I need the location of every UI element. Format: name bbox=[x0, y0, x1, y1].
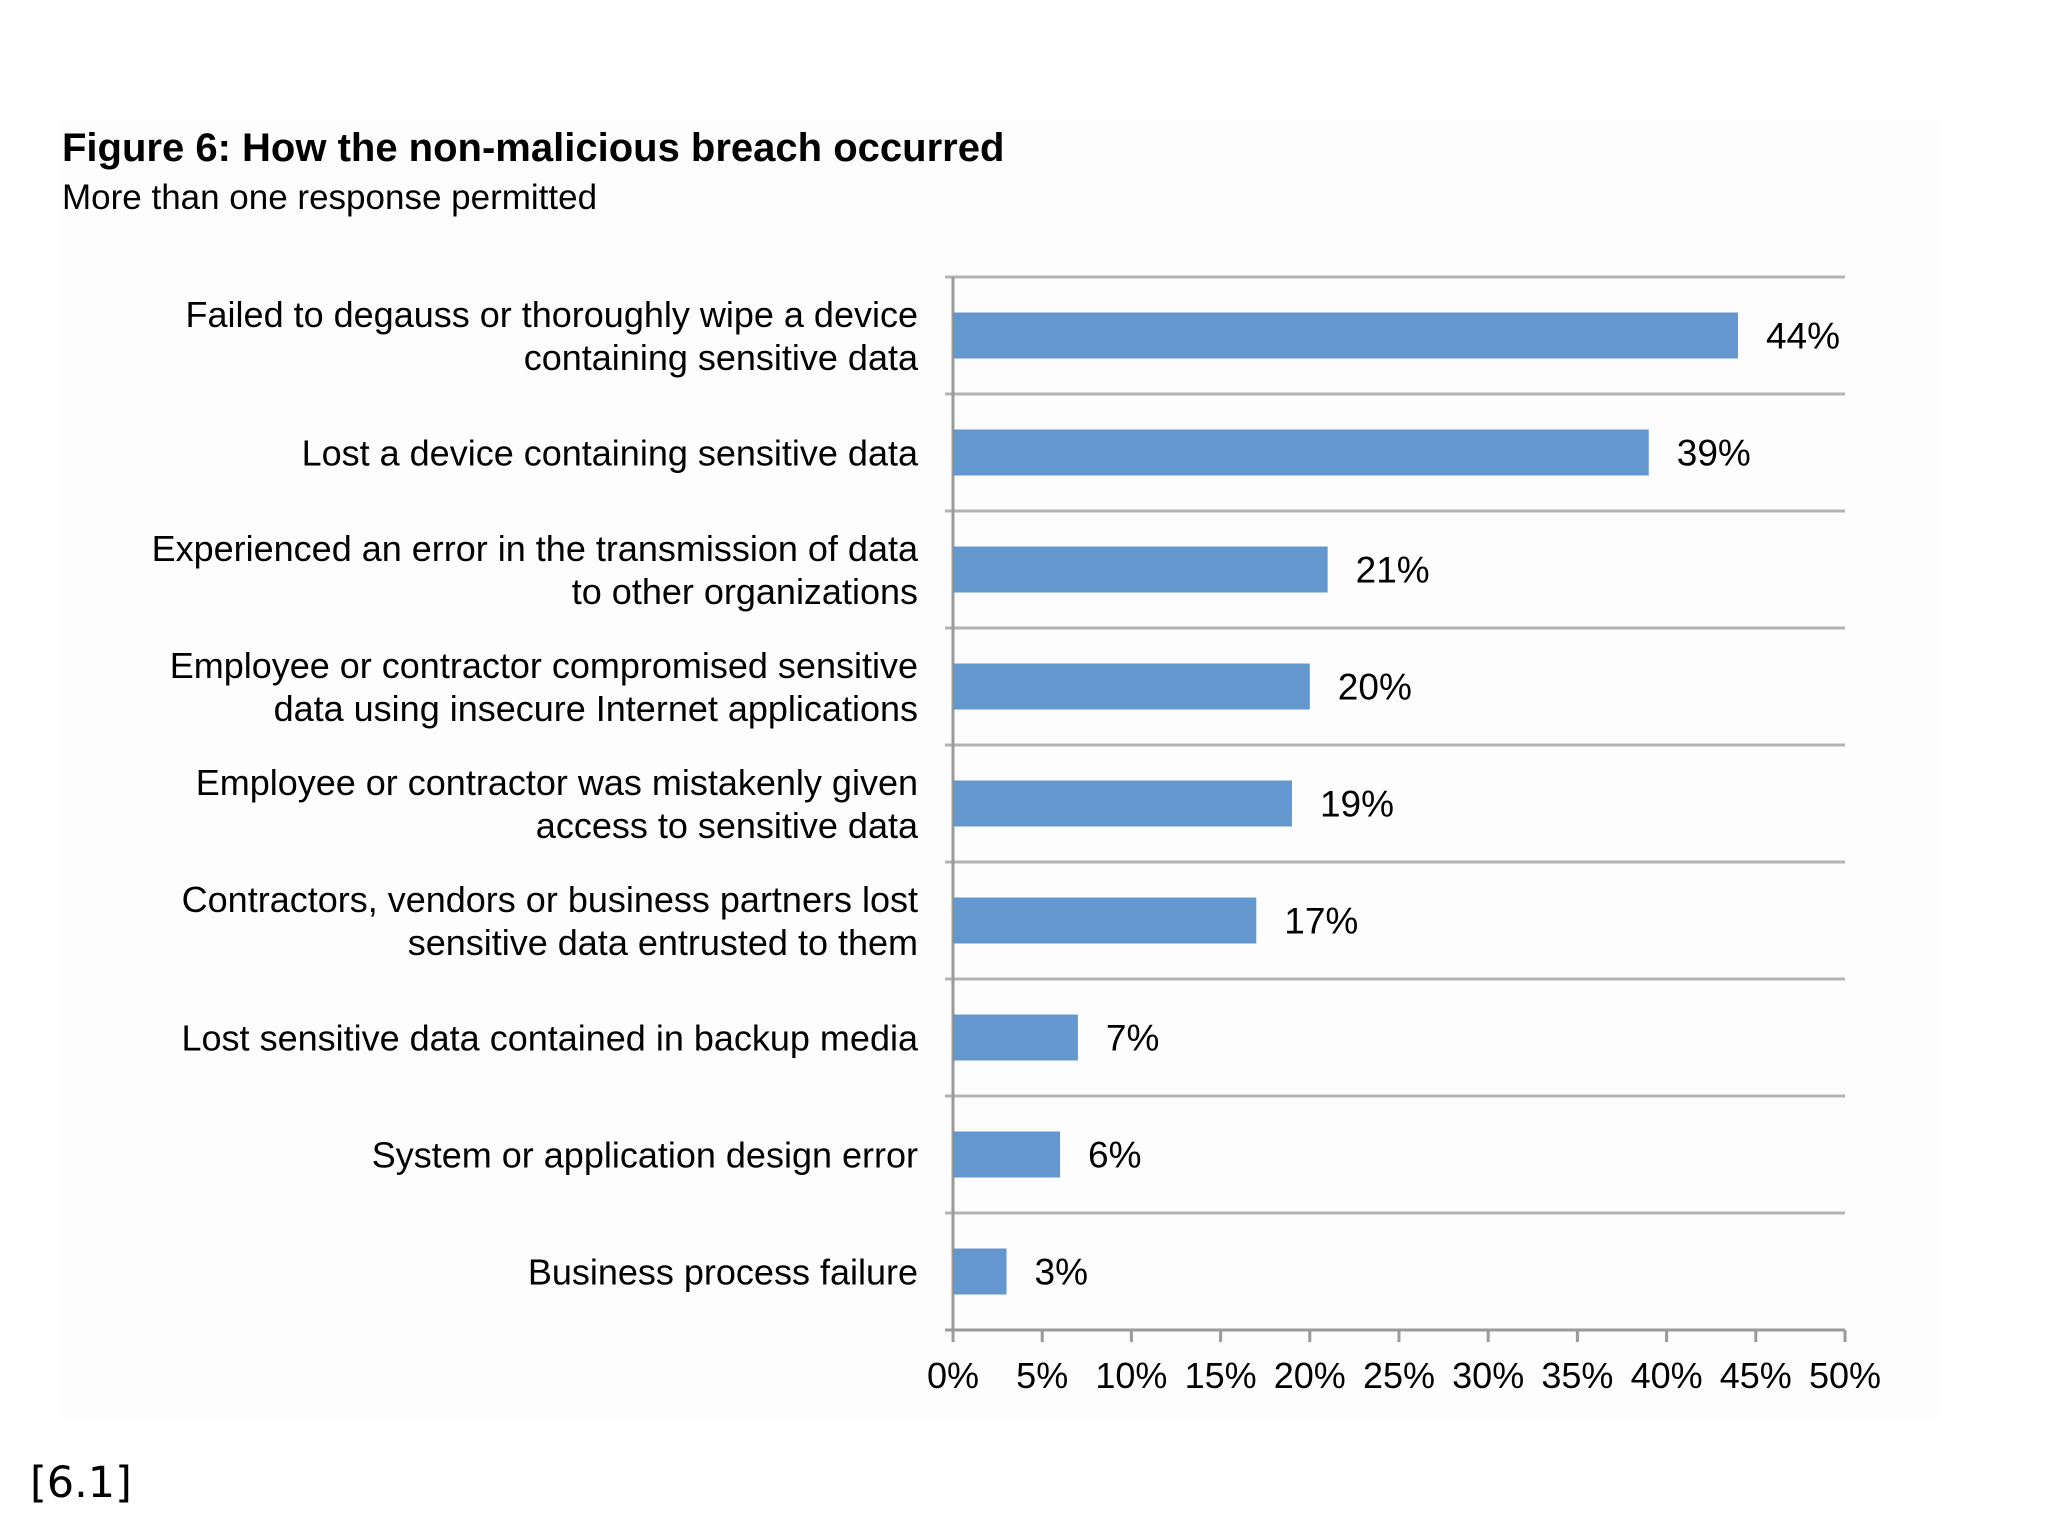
category-label: System or application design error bbox=[372, 1135, 918, 1176]
bar bbox=[953, 1131, 1061, 1178]
category-label: to other organizations bbox=[572, 571, 918, 612]
data-label: 21% bbox=[1356, 550, 1430, 591]
x-tick-label: 50% bbox=[1809, 1355, 1881, 1396]
x-tick-label: 25% bbox=[1363, 1355, 1435, 1396]
x-tick-label: 15% bbox=[1185, 1355, 1257, 1396]
x-tick-label: 20% bbox=[1274, 1355, 1346, 1396]
bar bbox=[953, 429, 1649, 476]
category-label: Business process failure bbox=[528, 1252, 918, 1293]
x-tick-label: 40% bbox=[1631, 1355, 1703, 1396]
category-label: Failed to degauss or thoroughly wipe a d… bbox=[186, 294, 918, 335]
x-tick-label: 30% bbox=[1452, 1355, 1524, 1396]
bar bbox=[953, 780, 1292, 827]
bar bbox=[953, 1014, 1078, 1061]
chart-title: Figure 6: How the non-malicious breach o… bbox=[62, 126, 1005, 170]
category-label: Experienced an error in the transmission… bbox=[152, 528, 919, 569]
chart-subtitle: More than one response permitted bbox=[62, 178, 598, 217]
bar bbox=[953, 897, 1257, 944]
category-label: Employee or contractor was mistakenly gi… bbox=[196, 762, 918, 803]
category-label: sensitive data entrusted to them bbox=[408, 922, 918, 963]
data-label: 17% bbox=[1284, 901, 1358, 942]
footnote: [6.1] bbox=[30, 1458, 132, 1508]
data-label: 7% bbox=[1106, 1018, 1159, 1059]
category-label: data using insecure Internet application… bbox=[274, 688, 918, 729]
data-label: 19% bbox=[1320, 784, 1394, 825]
x-tick-label: 35% bbox=[1541, 1355, 1613, 1396]
category-label: Lost a device containing sensitive data bbox=[302, 433, 919, 474]
category-label: containing sensitive data bbox=[524, 337, 919, 378]
category-label: Employee or contractor compromised sensi… bbox=[170, 645, 918, 686]
x-tick-label: 0% bbox=[927, 1355, 979, 1396]
x-tick-label: 10% bbox=[1095, 1355, 1167, 1396]
x-tick-label: 5% bbox=[1016, 1355, 1068, 1396]
data-label: 6% bbox=[1088, 1135, 1141, 1176]
bar bbox=[953, 546, 1328, 593]
data-label: 39% bbox=[1677, 433, 1751, 474]
data-label: 3% bbox=[1035, 1252, 1088, 1293]
data-label: 44% bbox=[1766, 316, 1840, 357]
x-tick-label: 45% bbox=[1720, 1355, 1792, 1396]
bar bbox=[953, 1248, 1007, 1295]
category-label: Contractors, vendors or business partner… bbox=[182, 879, 918, 920]
data-label: 20% bbox=[1338, 667, 1412, 708]
category-label: access to sensitive data bbox=[536, 805, 919, 846]
bar bbox=[953, 663, 1310, 710]
bar bbox=[953, 312, 1738, 359]
category-label: Lost sensitive data contained in backup … bbox=[182, 1018, 919, 1059]
